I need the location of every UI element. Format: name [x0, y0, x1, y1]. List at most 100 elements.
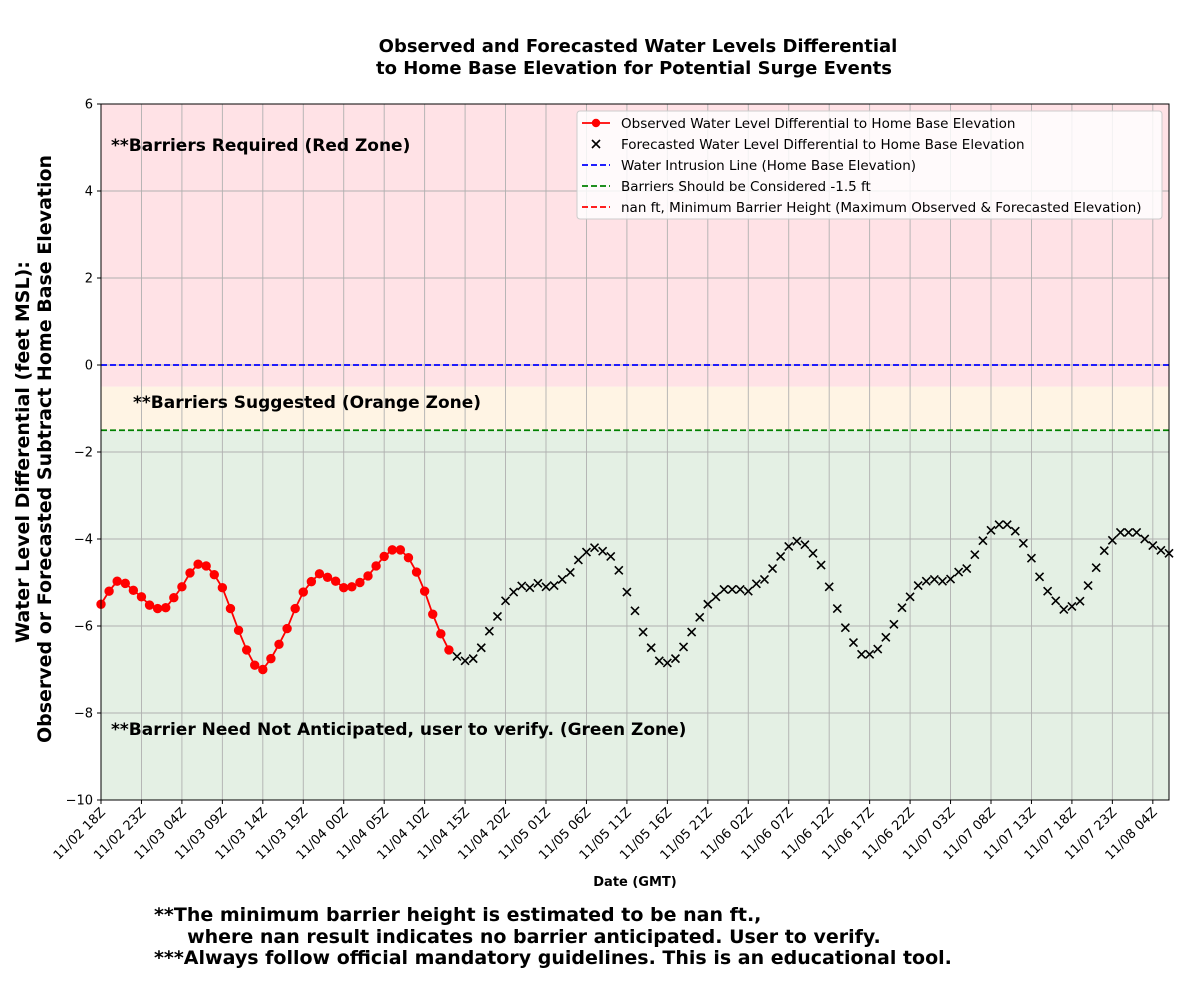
forecast-point-46: [824, 582, 834, 592]
forecast-point-15: [573, 555, 583, 565]
observed-point-43: [444, 645, 454, 655]
forecast-point-16: [581, 547, 592, 557]
forecast-point-62: [954, 567, 964, 577]
y-tick-label-5: −4: [74, 533, 93, 548]
legend-label-4: nan ft, Minimum Barrier Height (Maximum …: [621, 200, 1142, 216]
forecast-point-85: [1140, 534, 1150, 544]
forecast-point-51: [865, 649, 875, 659]
forecast-point-81: [1107, 535, 1117, 545]
observed-point-9: [169, 593, 179, 603]
zone-labels: **Barriers Required (Red Zone) **Barriers…: [111, 136, 686, 740]
forecast-point-63: [962, 564, 972, 574]
forecast-point-5: [492, 611, 503, 621]
forecast-point-3: [476, 643, 486, 653]
observed-point-13: [201, 561, 211, 571]
forecast-point-33: [719, 584, 729, 595]
forecast-point-36: [743, 586, 753, 596]
forecast-point-10: [533, 578, 543, 588]
observed-point-37: [395, 545, 406, 555]
observed-point-6: [144, 600, 155, 610]
forecast-point-61: [945, 574, 956, 584]
forecast-point-55: [897, 603, 907, 613]
forecast-point-0: [452, 651, 462, 662]
forecast-point-56: [905, 592, 915, 602]
observed-point-16: [225, 603, 236, 614]
forecast-point-30: [695, 612, 705, 622]
zone-band-2: [101, 430, 1169, 800]
forecast-point-79: [1091, 563, 1101, 573]
forecast-point-41: [784, 541, 794, 551]
forecast-point-60: [937, 576, 948, 586]
observed-point-21: [266, 653, 276, 664]
forecast-point-9: [525, 583, 535, 593]
forecast-point-42: [792, 536, 802, 546]
observed-point-26: [306, 576, 317, 587]
observed-point-28: [322, 572, 333, 582]
forecast-point-70: [1018, 538, 1028, 548]
footnote-line-3: ***Always follow official mandatory guid…: [154, 947, 952, 969]
forecast-point-1: [460, 656, 470, 666]
observed-point-29: [330, 576, 341, 586]
forecast-point-57: [913, 580, 923, 591]
observed-point-41: [428, 609, 438, 619]
legend-label-0: Observed Water Level Differential to Hom…: [621, 116, 1015, 132]
x-axis-label: Date (GMT): [593, 875, 676, 890]
legend-label-3: Barriers Should be Considered -1.5 ft: [621, 179, 871, 195]
observed-point-32: [355, 577, 365, 588]
chart-title-line-1: Observed and Forecasted Water Levels Dif…: [379, 36, 898, 57]
observed-point-11: [185, 568, 195, 578]
forecast-point-68: [1002, 520, 1012, 530]
observed-point-19: [250, 660, 260, 670]
observed-point-17: [233, 625, 244, 636]
forecast-point-82: [1115, 527, 1126, 538]
forecast-point-17: [589, 543, 600, 553]
forecast-point-18: [598, 546, 608, 556]
y-tick-label-0: 6: [85, 98, 93, 113]
observed-point-34: [371, 561, 381, 571]
observed-point-31: [347, 582, 357, 592]
forecast-point-58: [921, 576, 931, 586]
forecast-point-29: [687, 627, 697, 637]
observed-point-42: [436, 629, 446, 639]
zone-label-1: **Barriers Suggested (Orange Zone): [133, 393, 481, 413]
zone-label-2: **Barrier Need Not Anticipated, user to …: [111, 720, 686, 740]
forecast-point-65: [978, 536, 988, 546]
forecast-point-73: [1043, 586, 1053, 596]
legend-marker-1: [591, 139, 601, 149]
observed-point-7: [152, 603, 163, 614]
observed-point-8: [161, 603, 171, 613]
forecast-point-83: [1123, 527, 1134, 538]
forecast-point-80: [1099, 546, 1109, 556]
observed-point-23: [282, 623, 292, 634]
forecast-point-43: [800, 540, 810, 550]
forecast-point-8: [517, 581, 527, 591]
y-tick-label-1: 4: [85, 185, 93, 200]
observed-point-12: [193, 559, 203, 569]
observed-series: [96, 545, 454, 675]
observed-point-10: [177, 582, 187, 592]
observed-point-38: [403, 553, 414, 563]
legend: Observed Water Level Differential to Hom…: [576, 110, 1163, 220]
forecast-series: [452, 520, 1174, 668]
observed-point-27: [314, 569, 325, 579]
y-axis-label-line-1: Water Level Differential (feet MSL):: [12, 261, 34, 643]
forecast-point-35: [735, 584, 745, 595]
forecast-point-31: [703, 599, 713, 609]
forecast-point-4: [484, 626, 494, 636]
forecast-point-49: [848, 637, 859, 648]
forecast-point-25: [654, 656, 664, 666]
chart-title-line-2: to Home Base Elevation for Potential Sur…: [376, 58, 892, 79]
y-tick-label-3: 0: [85, 359, 93, 374]
observed-point-30: [339, 583, 349, 593]
observed-point-25: [298, 587, 308, 597]
forecast-point-39: [767, 564, 778, 574]
footnote-line-1: **The minimum barrier height is estimate…: [154, 904, 762, 926]
legend-label-1: Forecasted Water Level Differential to H…: [621, 137, 1025, 153]
observed-point-15: [217, 583, 228, 593]
legend-marker-0: [591, 118, 601, 128]
observed-point-40: [419, 586, 430, 596]
forecast-point-26: [662, 658, 672, 668]
forecast-point-71: [1026, 553, 1037, 563]
